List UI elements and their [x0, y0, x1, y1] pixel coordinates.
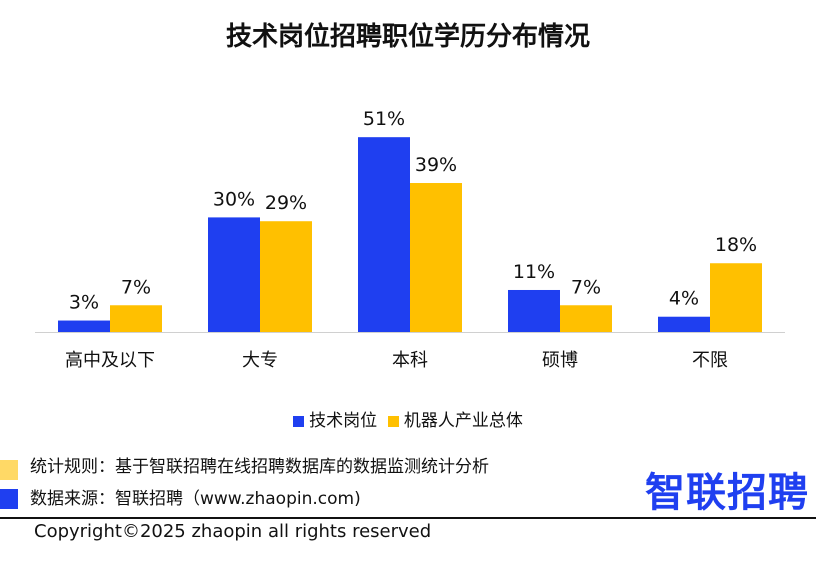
- bar-1-5: [658, 316, 710, 332]
- zhaopin-logo: 智联招聘: [645, 470, 809, 516]
- data-label: 4%: [669, 288, 699, 310]
- source-note: 数据来源：智联招聘（www.zhaopin.com): [30, 489, 361, 509]
- legend-swatch-series-2: [387, 416, 399, 427]
- stat-rule-note: 统计规则：基于智联招聘在线招聘数据库的数据监测统计分析: [30, 457, 489, 477]
- x-tick-label: 硕博: [542, 350, 578, 371]
- legend: 技术岗位 机器人产业总体: [0, 406, 816, 431]
- rule-marker: [0, 460, 18, 480]
- x-tick-label: 不限: [692, 350, 728, 371]
- bar-1-3: [358, 137, 410, 332]
- bar-2-5: [710, 263, 762, 332]
- data-label: 11%: [513, 261, 555, 283]
- data-label: 30%: [213, 188, 255, 210]
- bar-1-4: [508, 289, 560, 332]
- bar-2-3: [410, 183, 462, 332]
- data-label: 3%: [69, 292, 99, 314]
- legend-label-series-2: 机器人产业总体: [403, 411, 523, 431]
- copyright: Copyright©2025 zhaopin all rights reserv…: [34, 521, 432, 542]
- data-label: 51%: [363, 108, 405, 130]
- bar-2-2: [260, 221, 312, 332]
- data-label: 18%: [715, 234, 757, 256]
- source-marker: [0, 489, 18, 509]
- data-label: 39%: [415, 154, 457, 176]
- legend-label-series-1: 技术岗位: [309, 411, 378, 431]
- data-label: 7%: [121, 276, 151, 298]
- bar-1-1: [58, 320, 110, 332]
- x-tick-label: 高中及以下: [65, 350, 155, 371]
- x-tick-label: 大专: [242, 350, 278, 371]
- chart-title: 技术岗位招聘职位学历分布情况: [225, 22, 590, 52]
- x-tick-label: 本科: [392, 350, 428, 371]
- data-label: 7%: [571, 276, 601, 298]
- bar-1-2: [208, 217, 260, 332]
- divider: [0, 517, 816, 519]
- bar-2-1: [110, 305, 162, 332]
- bar-2-4: [560, 305, 612, 332]
- legend-swatch-series-1: [293, 416, 305, 427]
- data-label: 29%: [265, 192, 307, 214]
- bar-chart: 3% 7% 高中及以下 30% 29% 大专 51% 39% 本科 11% 7% 硕博 4% 18% 不限: [35, 108, 785, 371]
